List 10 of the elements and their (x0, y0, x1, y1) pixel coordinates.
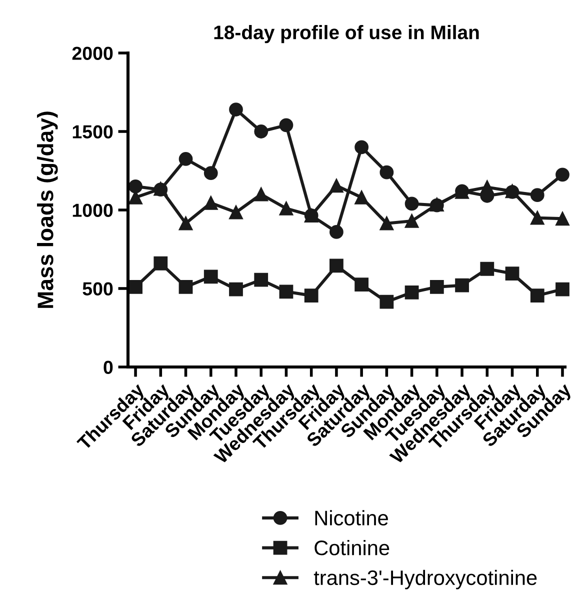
y-axis-title: Mass loads (g/day) (37, 112, 58, 308)
chart-title: 18-day profile of use in Milan (214, 25, 479, 44)
legend-label: Nicotine (315, 510, 388, 526)
y-tick-label: 1000 (72, 204, 113, 217)
y-tick-label: 500 (82, 282, 113, 296)
y-tick-label: 0 (104, 360, 113, 374)
y-tick-label: 1500 (72, 125, 113, 138)
y-tick-label: 2000 (72, 46, 113, 60)
legend-label: Cotinine (314, 540, 390, 556)
legend-label: trans-3'-Hydroxycotinine (314, 570, 537, 590)
